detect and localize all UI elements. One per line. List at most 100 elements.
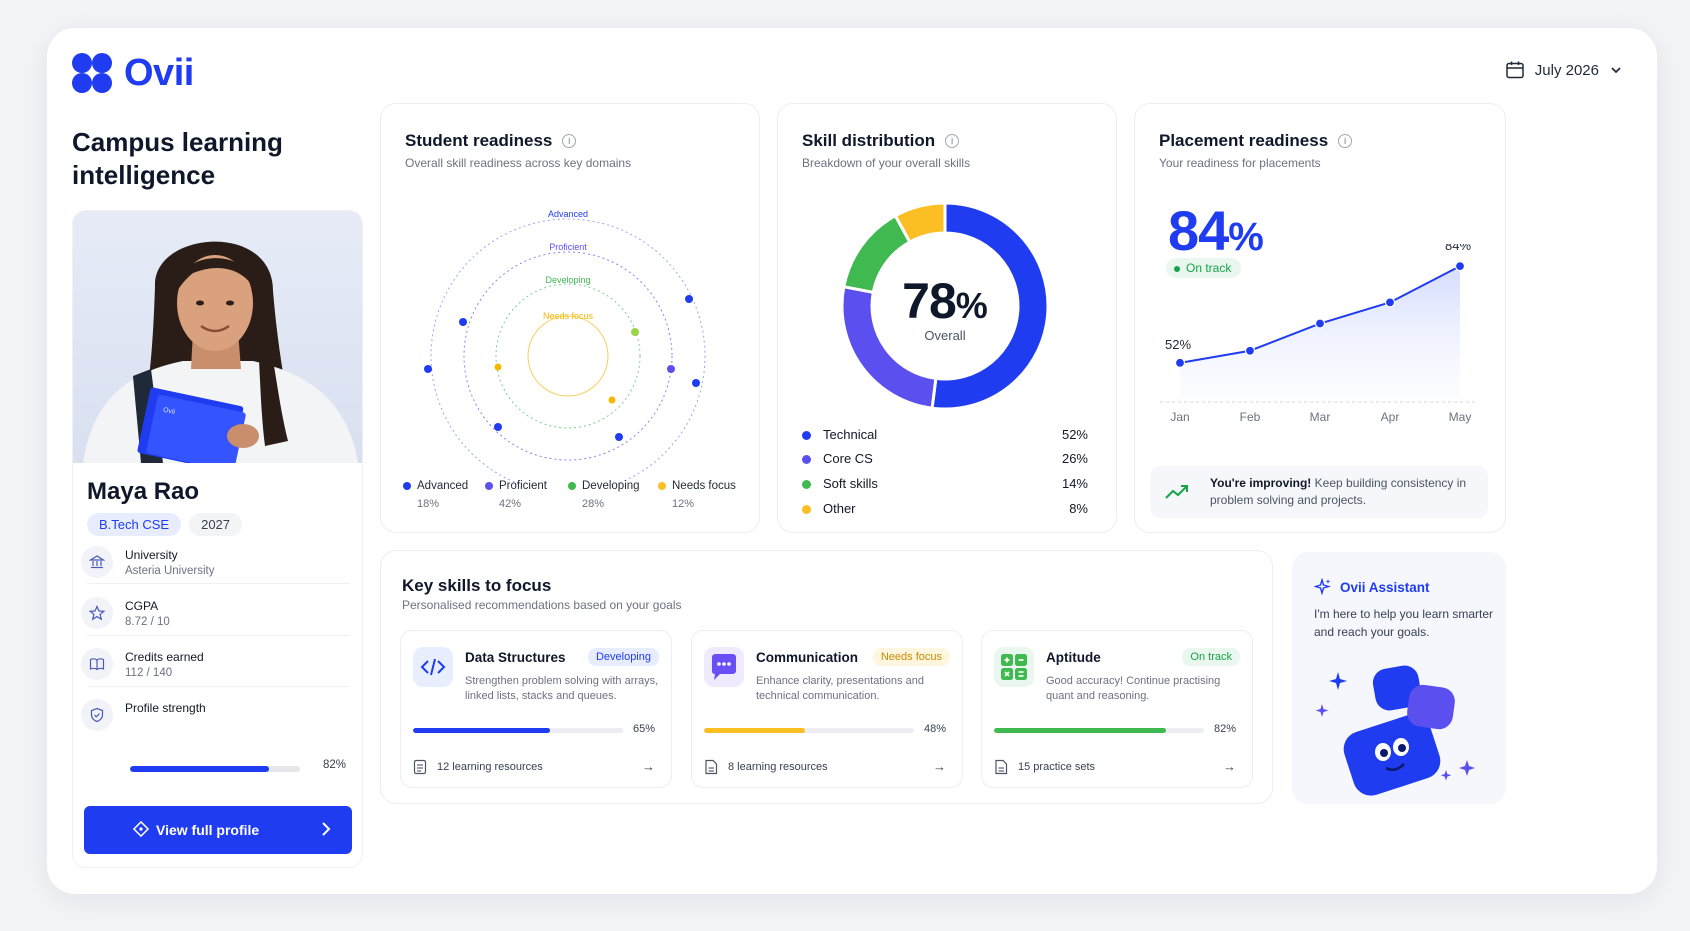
arrow-right-icon[interactable]: →	[642, 759, 655, 774]
overall-unit: %	[955, 285, 988, 326]
legend-pct: 28%	[582, 498, 605, 510]
placement-big-value: 84%	[1168, 198, 1264, 263]
skill-badge: Developing	[587, 648, 659, 666]
data-label-first: 52%	[1165, 337, 1191, 352]
readiness-point	[459, 318, 467, 326]
profile-card: Ovii Maya Rao B.Tech CSE 2027 University…	[72, 210, 363, 868]
assistant-robot-illustration	[1315, 665, 1475, 796]
date-picker[interactable]: July 2026	[1505, 60, 1623, 80]
ring-advanced	[430, 218, 706, 484]
skill-progress-fill	[413, 728, 550, 733]
view-full-profile-label: View full profile	[156, 822, 260, 838]
readiness-rings: Advanced Proficient Developing Needs foc…	[424, 209, 706, 484]
legend-pct: 12%	[672, 498, 695, 510]
book-open-icon	[81, 648, 113, 680]
x-tick-label: Apr	[1381, 410, 1400, 424]
info-icon[interactable]: i	[1338, 134, 1353, 148]
logo[interactable]: Ovii	[72, 52, 194, 95]
grid-icon	[994, 647, 1034, 687]
profile-strength-pct: 82%	[323, 759, 347, 771]
legend-label: Other	[823, 500, 856, 516]
skill-resources[interactable]: 12 learning resources	[413, 759, 543, 775]
skill-badge: On track	[1182, 648, 1240, 666]
legend-pct: 8%	[1069, 500, 1088, 516]
line-point	[1314, 318, 1326, 329]
ring-developing	[495, 283, 641, 429]
profile-strength-bar	[130, 766, 300, 772]
cgpa-row: CGPA 8.72 / 10	[81, 597, 349, 629]
skill-resources[interactable]: 8 learning resources	[704, 759, 828, 775]
donut-center: 78% Overall	[778, 272, 1112, 343]
assistant-desc: I'm here to help you learn smarter and r…	[1314, 607, 1494, 639]
skills-subtitle: Breakdown of your overall skills	[802, 156, 971, 170]
readiness-point	[615, 433, 623, 441]
info-icon[interactable]: i	[945, 134, 960, 148]
arrow-right-icon[interactable]: →	[933, 759, 946, 774]
ring-label: Developing	[545, 275, 590, 285]
legend-pct: 42%	[499, 498, 522, 510]
ring-needs-focus	[527, 315, 609, 397]
improve-text: Keep building consistency in problem sol…	[1210, 476, 1467, 507]
document-icon	[705, 759, 718, 775]
arrow-right-icon[interactable]: →	[1223, 759, 1236, 774]
credits-label: Credits earned	[125, 650, 204, 664]
skill-card-aptitude[interactable]: Aptitude On track Good accuracy! Continu…	[981, 630, 1253, 788]
ring-label: Needs focus	[543, 311, 594, 321]
skill-donut-chart	[840, 201, 1050, 411]
x-tick-label: Mar	[1310, 410, 1331, 424]
skill-legend-row: Core CS 26%	[802, 447, 1088, 472]
placement-subtitle: Your readiness for placements	[1159, 156, 1321, 170]
view-full-profile-button[interactable]: View full profile	[84, 806, 352, 854]
legend-pct: 18%	[417, 498, 440, 510]
assistant-panel[interactable]: Ovii Assistant I'm here to help you lear…	[1292, 552, 1506, 804]
star-icon	[81, 597, 113, 629]
skill-legend: Technical 52% Core CS 26% Soft skills 14% O…	[802, 422, 1088, 520]
university-row: University Asteria University	[81, 546, 349, 578]
skill-desc: Strengthen problem solving with arrays, …	[465, 675, 659, 702]
placement-value: 84	[1168, 199, 1229, 262]
key-skills-subtitle: Personalised recommendations based on yo…	[402, 598, 682, 612]
skill-pct: 48%	[923, 723, 946, 735]
info-icon[interactable]: i	[562, 134, 577, 148]
university-icon	[81, 546, 113, 578]
x-tick-label: Jan	[1170, 410, 1189, 424]
improve-bold: You're improving!	[1210, 476, 1312, 490]
code-icon	[413, 647, 453, 687]
skill-progress-bar	[994, 728, 1204, 733]
readiness-point	[631, 328, 639, 336]
overall-label: Overall	[924, 328, 966, 343]
readiness-subtitle: Overall skill readiness across key domai…	[405, 156, 632, 170]
cgpa-value: 8.72 / 10	[125, 616, 170, 628]
skill-card-communication[interactable]: Communication Needs focus Enhance clarit…	[691, 630, 963, 788]
skill-name: Data Structures	[465, 650, 566, 665]
legend-label: Developing	[582, 480, 640, 492]
profile-strength-row: Profile strength	[81, 699, 349, 731]
legend-item: Needs focus 12%	[658, 480, 748, 510]
page-title: Campus learning intelligence	[72, 127, 283, 190]
readiness-point	[685, 295, 693, 303]
legend-dot	[485, 481, 493, 490]
skill-name: Communication	[756, 650, 859, 665]
profile-strength-fill	[130, 766, 270, 772]
chat-icon	[704, 647, 744, 687]
trending-up-icon	[1165, 485, 1188, 499]
divider	[87, 583, 350, 584]
skill-resources-label: 15 practice sets	[1018, 761, 1096, 773]
legend-dot	[802, 455, 811, 465]
legend-pct: 52%	[1061, 426, 1088, 442]
skills-title-row: Skill distribution i	[802, 131, 960, 151]
date-label: July 2026	[1534, 61, 1599, 79]
legend-dot	[568, 481, 576, 490]
skill-desc: Good accuracy! Continue practising quant…	[1046, 675, 1221, 702]
university-value: Asteria University	[125, 565, 215, 577]
logo-mark-icon	[72, 52, 114, 95]
readiness-legend: Advanced 18% Proficient 42% Developing 28% …	[403, 480, 748, 510]
dashboard-window: Ovii July 2026 Campus learning intellige…	[47, 28, 1657, 894]
skill-resources[interactable]: 15 practice sets	[994, 759, 1095, 775]
legend-item: Proficient 42%	[485, 480, 568, 510]
placement-title-row: Placement readiness i	[1159, 131, 1353, 151]
skill-card-data-structures[interactable]: Data Structures Developing Strengthen pr…	[400, 630, 672, 788]
skill-legend-row: Other 8%	[802, 496, 1088, 521]
readiness-point	[494, 423, 502, 431]
divider	[87, 635, 350, 636]
